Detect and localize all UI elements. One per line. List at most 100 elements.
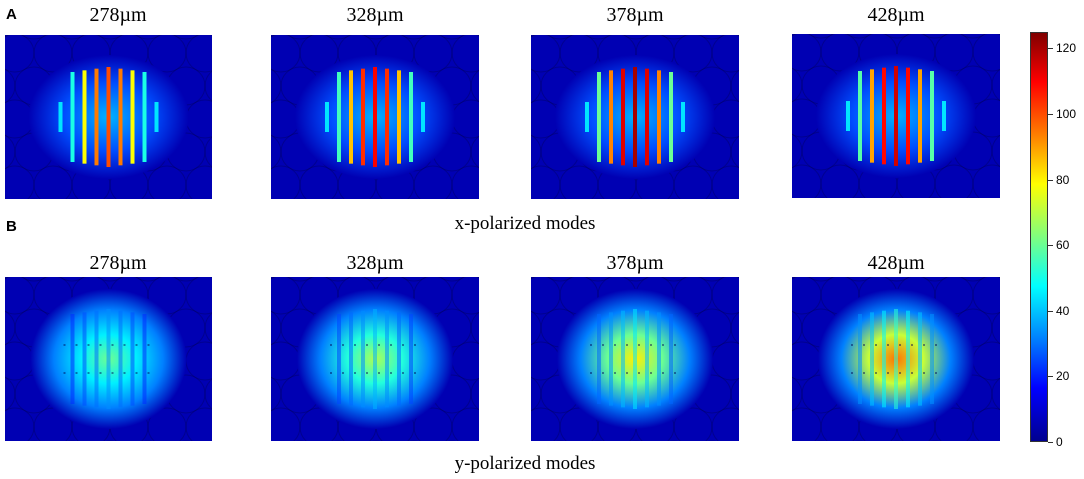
cladding-tube bbox=[299, 35, 339, 73]
cladding-tube bbox=[135, 35, 161, 40]
cladding-tube bbox=[531, 68, 542, 104]
cladding-tube bbox=[299, 407, 339, 441]
cladding-tube bbox=[972, 34, 1000, 72]
panel-b-field-328 bbox=[271, 277, 479, 441]
panel-b-caption: y-polarized modes bbox=[454, 453, 596, 474]
cladding-tube bbox=[792, 164, 822, 198]
mode-bar bbox=[597, 314, 601, 404]
cladding-tube bbox=[5, 134, 16, 170]
colorbar-tick bbox=[1048, 310, 1053, 312]
colorbar-tick-label: 20 bbox=[1056, 369, 1070, 384]
mode-bar bbox=[337, 314, 341, 404]
cladding-tube bbox=[97, 277, 123, 282]
cladding-tube bbox=[531, 407, 561, 441]
colorbar-tick bbox=[1048, 442, 1053, 443]
mode-bar bbox=[918, 312, 922, 406]
cladding-tube bbox=[699, 35, 725, 40]
colorbar-tick-label: 80 bbox=[1056, 172, 1070, 187]
mode-bar bbox=[882, 67, 886, 165]
cladding-tube bbox=[820, 407, 860, 441]
cladding-tube bbox=[922, 34, 948, 39]
cladding-tube bbox=[363, 277, 389, 282]
cladding-tube bbox=[730, 377, 739, 411]
mode-bar bbox=[906, 67, 910, 165]
colorbar-tick bbox=[1048, 245, 1053, 247]
cladding-tube bbox=[820, 164, 860, 198]
colorbar-tick-label: 0 bbox=[1056, 435, 1063, 449]
cladding-tube bbox=[5, 35, 35, 73]
cladding-tube bbox=[470, 69, 479, 103]
mode-bar bbox=[142, 314, 147, 404]
mode-bar bbox=[118, 310, 123, 408]
panel-b-field-378 bbox=[531, 277, 739, 441]
cladding-tube bbox=[271, 310, 282, 346]
cladding-tube bbox=[991, 68, 1000, 102]
cladding-tube bbox=[271, 134, 282, 170]
cladding-tube bbox=[401, 277, 427, 282]
mode-side-bar bbox=[942, 101, 946, 131]
panel-b-title-3: 378µm bbox=[606, 252, 664, 274]
mode-bar bbox=[385, 68, 389, 166]
panel-a-field-328 bbox=[271, 35, 479, 199]
colorbar-tick-label: 120 bbox=[1056, 41, 1077, 56]
mode-bar bbox=[621, 310, 625, 408]
cladding-tube bbox=[673, 35, 713, 73]
mode-bar bbox=[657, 70, 661, 164]
mode-bar bbox=[906, 310, 910, 408]
cladding-tube bbox=[934, 34, 974, 72]
cladding-tube bbox=[972, 164, 1000, 198]
cladding-tube bbox=[661, 35, 687, 40]
cladding-tube bbox=[470, 135, 479, 169]
mode-bar bbox=[373, 67, 377, 167]
mode-bar bbox=[397, 70, 401, 164]
colorbar-tick bbox=[1048, 179, 1053, 181]
cladding-tube bbox=[5, 165, 35, 199]
cladding-tube bbox=[991, 377, 1000, 411]
mode-bar bbox=[106, 67, 111, 167]
panel-b-title-4: 428µm bbox=[867, 252, 925, 274]
cladding-tube bbox=[470, 311, 479, 345]
cladding-tube bbox=[204, 378, 212, 410]
cladding-tube bbox=[271, 68, 282, 104]
cladding-tube bbox=[413, 165, 453, 199]
cladding-tube bbox=[991, 134, 1000, 168]
cladding-tube bbox=[585, 277, 611, 282]
cladding-tube bbox=[792, 34, 822, 72]
mode-bar bbox=[609, 70, 613, 164]
cladding-tube bbox=[325, 35, 351, 40]
panel-a-title-4: 428µm bbox=[867, 4, 925, 26]
cladding-tube bbox=[585, 35, 611, 40]
mode-bar bbox=[70, 314, 75, 404]
mode-bar bbox=[858, 71, 862, 161]
cladding-tube bbox=[147, 165, 187, 199]
cladding-tube bbox=[204, 70, 212, 102]
cladding-tube bbox=[147, 407, 187, 441]
cladding-tube bbox=[363, 35, 389, 40]
mode-bar bbox=[609, 312, 613, 406]
mode-bar bbox=[130, 70, 135, 164]
mode-side-bar bbox=[846, 101, 850, 131]
cladding-tube bbox=[439, 277, 465, 282]
cladding-tube bbox=[173, 35, 199, 40]
cladding-tube bbox=[271, 376, 282, 412]
panel-b-label: B bbox=[6, 218, 17, 235]
cladding-tube bbox=[470, 377, 479, 411]
mode-bar bbox=[882, 310, 886, 408]
cladding-tube bbox=[623, 277, 649, 282]
cladding-tube bbox=[59, 35, 85, 40]
colorbar-tick-label: 100 bbox=[1056, 107, 1077, 121]
cladding-tube bbox=[5, 407, 35, 441]
panel-a-title-1: 278µm bbox=[89, 4, 147, 26]
cladding-tube bbox=[413, 407, 453, 441]
cladding-tube bbox=[451, 35, 479, 73]
mode-bar bbox=[397, 312, 401, 406]
mode-side-bar bbox=[58, 102, 63, 132]
cladding-tube bbox=[730, 135, 739, 169]
cladding-tube bbox=[325, 277, 351, 282]
mode-bar bbox=[645, 310, 649, 408]
cladding-tube bbox=[792, 277, 822, 315]
cladding-tube bbox=[97, 35, 123, 40]
mode-bar bbox=[930, 314, 934, 404]
cladding-tube bbox=[559, 35, 599, 73]
panel-a-field-428 bbox=[792, 34, 1000, 198]
